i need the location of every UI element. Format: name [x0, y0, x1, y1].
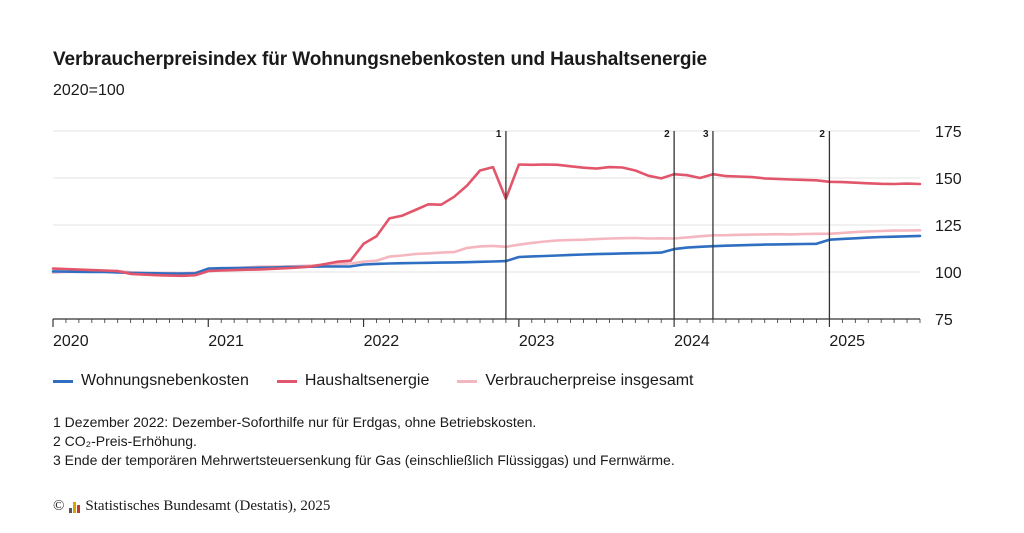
annotation-label: 2 — [819, 129, 825, 140]
legend: Wohnungsnebenkosten Haushaltsenergie Ver… — [53, 372, 693, 390]
legend-item-haushaltsenergie[interactable]: Haushaltsenergie — [276, 372, 430, 390]
chart-title: Verbraucherpreisindex für Wohnungsnebenk… — [53, 49, 707, 70]
series-line-0 — [51, 234, 922, 275]
legend-item-verbraucherpreise[interactable]: Verbraucherpreise insgesamt — [457, 372, 693, 390]
annotation-label: 2 — [664, 129, 670, 140]
footnotes: 1 Dezember 2022: Dezember-Soforthilfe nu… — [53, 413, 675, 470]
y-tick-label: 125 — [935, 218, 962, 235]
legend-swatch — [53, 379, 73, 383]
x-tick-label: 2021 — [208, 333, 244, 350]
legend-label: Verbraucherpreise insgesamt — [485, 372, 694, 389]
legend-label: Haushaltsenergie — [304, 372, 430, 389]
footnote-2: 2 CO₂-Preis-Erhöhung. — [53, 433, 197, 449]
x-tick-label: 2024 — [674, 333, 710, 350]
annotation-label: 1 — [496, 129, 502, 140]
x-tick-label: 2020 — [53, 333, 89, 350]
footnote-1: 1 Dezember 2022: Dezember-Soforthilfe nu… — [53, 414, 537, 430]
source-line: © Statistisches Bundesamt (Destatis), 20… — [53, 498, 330, 515]
legend-swatch — [276, 379, 297, 383]
footnote-3: 3 Ende der temporären Mehrwertsteuersenk… — [53, 452, 675, 468]
legend-swatch — [457, 379, 478, 383]
series-line-2 — [51, 229, 922, 275]
destatis-logo-icon — [69, 501, 81, 513]
legend-item-wohnungsnebenkosten[interactable]: Wohnungsnebenkosten — [53, 372, 249, 390]
series-line-1 — [51, 163, 922, 278]
y-tick-label: 175 — [935, 124, 962, 141]
y-tick-label: 100 — [935, 265, 962, 282]
x-tick-label: 2022 — [364, 333, 400, 350]
x-tick-label: 2025 — [829, 333, 865, 350]
y-tick-label: 75 — [935, 312, 953, 329]
copyright-symbol: © — [53, 498, 65, 514]
source-text: Statistisches Bundesamt (Destatis), 2025 — [85, 498, 331, 514]
x-tick-label: 2023 — [519, 333, 555, 350]
y-tick-label: 150 — [935, 171, 962, 188]
legend-label: Wohnungsnebenkosten — [81, 372, 249, 389]
annotation-label: 3 — [703, 129, 709, 140]
chart-subtitle: 2020=100 — [53, 82, 125, 99]
